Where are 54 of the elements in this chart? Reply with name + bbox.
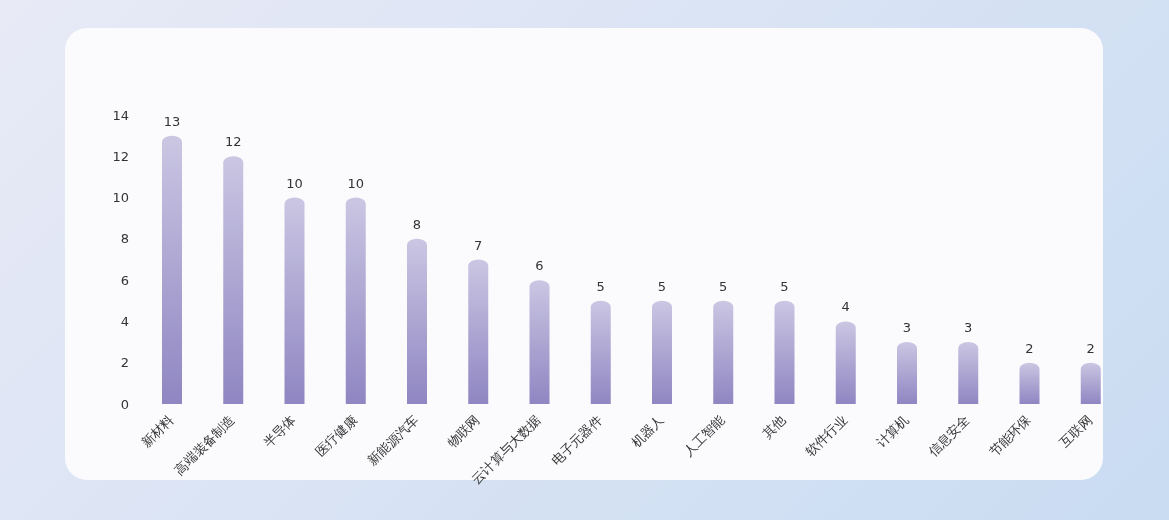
x-tick-label: 医疗健康 xyxy=(312,411,360,460)
bar xyxy=(1080,362,1101,404)
data-label: 5 xyxy=(596,278,605,294)
bar xyxy=(897,342,917,404)
y-tick-label: 12 xyxy=(112,148,129,164)
bar xyxy=(590,300,611,404)
bar xyxy=(162,135,182,404)
x-tick-label: 其他 xyxy=(759,411,789,441)
bar xyxy=(529,280,550,404)
x-tick-label: 半导体 xyxy=(260,411,299,451)
bar xyxy=(468,259,489,404)
y-tick-label: 6 xyxy=(120,272,129,288)
x-tick-label: 机器人 xyxy=(628,411,667,451)
data-label: 10 xyxy=(286,175,303,191)
bar xyxy=(835,321,856,404)
x-tick-label: 节能环保 xyxy=(986,411,1034,460)
bar xyxy=(652,300,672,404)
y-tick-label: 4 xyxy=(120,314,129,330)
bar xyxy=(713,300,734,404)
x-tick-label: 计算机 xyxy=(873,411,912,451)
x-tick-label: 人工智能 xyxy=(680,411,728,460)
x-tick-label: 互联网 xyxy=(1056,411,1095,451)
x-tick-label: 软件行业 xyxy=(802,411,850,460)
data-label: 6 xyxy=(535,258,544,274)
bar xyxy=(223,156,244,404)
bar xyxy=(1019,362,1040,404)
data-label: 3 xyxy=(902,320,912,336)
x-tick-label: 物联网 xyxy=(444,411,483,451)
data-label: 8 xyxy=(412,216,422,232)
bar xyxy=(284,197,305,404)
x-tick-label: 电子元器件 xyxy=(548,411,605,469)
x-tick-label: 新材料 xyxy=(138,411,177,451)
y-tick-label: 10 xyxy=(112,190,129,206)
y-tick-label: 2 xyxy=(120,355,129,371)
data-label: 5 xyxy=(780,278,789,294)
data-label: 5 xyxy=(719,278,728,294)
data-label: 13 xyxy=(163,113,181,129)
bar xyxy=(958,342,979,404)
y-tick-label: 0 xyxy=(120,396,129,412)
bar xyxy=(407,238,427,404)
bar xyxy=(774,300,795,404)
data-label: 10 xyxy=(347,175,365,191)
x-tick-label: 信息安全 xyxy=(925,411,973,460)
x-tick-label: 新能源汽车 xyxy=(364,411,422,469)
y-tick-label: 14 xyxy=(112,107,129,123)
data-label: 2 xyxy=(1086,340,1095,356)
data-label: 7 xyxy=(474,237,483,253)
y-tick-label: 8 xyxy=(120,231,129,247)
data-label: 12 xyxy=(224,134,242,150)
data-label: 5 xyxy=(657,278,667,294)
data-label: 2 xyxy=(1025,340,1034,356)
data-label: 3 xyxy=(964,320,973,336)
bar xyxy=(345,197,366,404)
data-label: 4 xyxy=(841,299,850,315)
